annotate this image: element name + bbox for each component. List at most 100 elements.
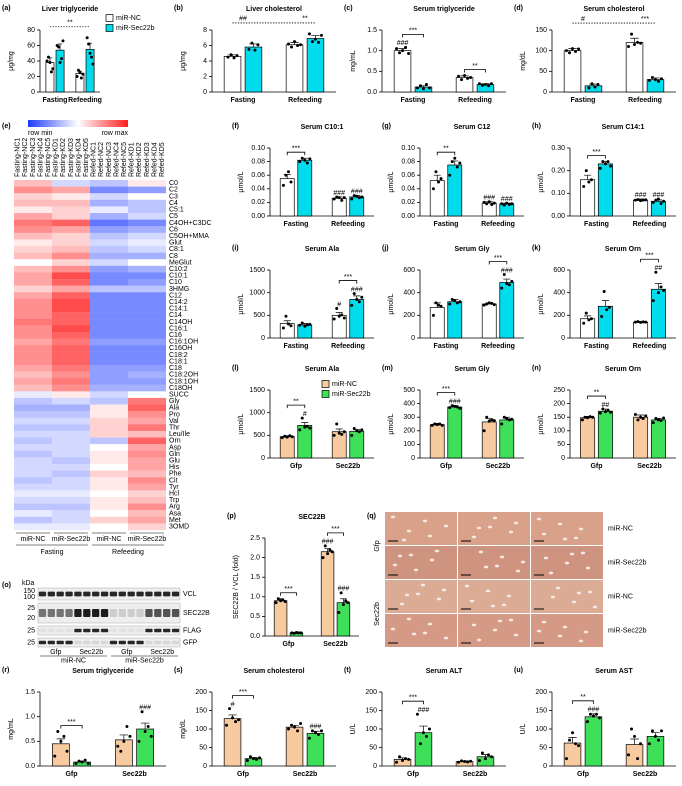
heatmap-cell [128, 391, 166, 399]
x-tick-label: Gfp [407, 771, 419, 778]
bar [650, 419, 666, 459]
y-axis-label: SEC22B / VCL (fold) [233, 555, 240, 619]
data-point [421, 731, 425, 735]
error-bar [583, 174, 592, 180]
heatmap-cell [14, 199, 52, 207]
data-point [568, 51, 572, 55]
bracket [286, 404, 306, 409]
data-point [589, 178, 593, 182]
heatmap-cell [90, 378, 128, 385]
data-point [636, 320, 640, 324]
data-point [427, 727, 431, 731]
bar [633, 199, 649, 217]
heatmap-cell [128, 496, 166, 504]
data-point [433, 422, 437, 426]
histology-vessel [548, 571, 554, 575]
data-point [574, 49, 578, 53]
row-label: C16OH [169, 345, 192, 352]
data-point [337, 610, 341, 614]
heatmap-cell [14, 496, 52, 504]
y-axis-label: μmol/L [238, 293, 245, 314]
blot-band [74, 628, 82, 633]
histology-vessel [436, 597, 442, 601]
heatmap-cell [52, 239, 90, 247]
heatmap-cell [14, 397, 52, 405]
column-label: Refed-NC4 [113, 142, 120, 177]
significance: *** [239, 689, 247, 696]
significance: ### [397, 40, 409, 47]
heatmap-cell [52, 463, 90, 471]
data-point [305, 161, 309, 165]
heatmap-cell [52, 285, 90, 293]
blot-band [154, 640, 162, 645]
y-tick-label: 200 [403, 312, 415, 319]
blot-band [100, 640, 109, 645]
data-point [644, 198, 648, 202]
data-point [247, 47, 251, 51]
y-tick-label: 0 [411, 335, 415, 342]
data-point [463, 73, 467, 77]
data-point [256, 43, 260, 47]
data-point [85, 36, 89, 40]
legend-label: miR-Sec22b [116, 25, 155, 32]
histology-vessel [490, 604, 496, 608]
y-axis-label: mg/mL [8, 718, 15, 740]
data-point [128, 734, 132, 738]
heatmap-cell [128, 371, 166, 379]
histology-vessel [569, 552, 575, 556]
y-tick-label: 150 [535, 27, 547, 34]
data-point [588, 415, 592, 419]
panel-label: (g) [382, 123, 391, 130]
heatmap-cell [14, 444, 52, 451]
bar [336, 602, 351, 637]
blot-band [118, 591, 126, 597]
y-axis-label: μg/mg [180, 51, 187, 71]
heatmap-cell [14, 490, 52, 498]
blot-band [163, 609, 171, 617]
row-label: miR-NC [608, 593, 633, 600]
heatmap-cell [52, 470, 90, 478]
heatmap-cell [90, 259, 128, 267]
blot-band [65, 640, 73, 645]
data-point [342, 196, 346, 200]
data-point [225, 723, 229, 727]
row-label: C10:1 [169, 273, 188, 280]
row-label: C18:2 [169, 352, 188, 359]
data-point [492, 303, 496, 307]
y-tick-label: 1000 [249, 290, 265, 297]
column-label: Fasting-NC1 [15, 138, 22, 177]
error-bar [568, 737, 577, 744]
heatmap-cell [90, 265, 128, 273]
blot-band [92, 591, 100, 597]
x-tick-label: Refeeding [481, 221, 515, 228]
data-point [398, 51, 402, 55]
y-tick-label: 80 [27, 27, 35, 34]
y-axis-label: μmol/L [388, 171, 395, 192]
y-tick-label: 100 [365, 726, 377, 733]
data-point [510, 202, 514, 206]
blot-band [154, 591, 162, 597]
heatmap-cell [90, 411, 128, 418]
data-point [290, 435, 294, 439]
y-tick-label: 1500 [249, 267, 265, 274]
data-point [116, 744, 120, 748]
y-tick-label: 500 [253, 312, 265, 319]
y-tick-label: 8 [203, 27, 207, 34]
heatmap-cell [52, 397, 90, 405]
significance: *** [494, 255, 502, 262]
row-label: C16:1 [169, 325, 188, 332]
heatmap-cell [14, 483, 52, 491]
bracket [327, 532, 344, 536]
significance: ### [351, 286, 363, 293]
heatmap-cell [52, 351, 90, 359]
data-point [360, 295, 364, 299]
row-label: C10:2 [169, 266, 188, 273]
data-point [647, 742, 651, 746]
colorbar [28, 120, 128, 127]
x-tick-label: Fasting [401, 97, 426, 104]
chart-title: Serum Gly [454, 246, 489, 253]
heatmap-cell [90, 384, 128, 392]
x-tick-label: Refeeding [458, 97, 492, 104]
bar [580, 179, 596, 217]
heatmap-cell [90, 213, 128, 220]
